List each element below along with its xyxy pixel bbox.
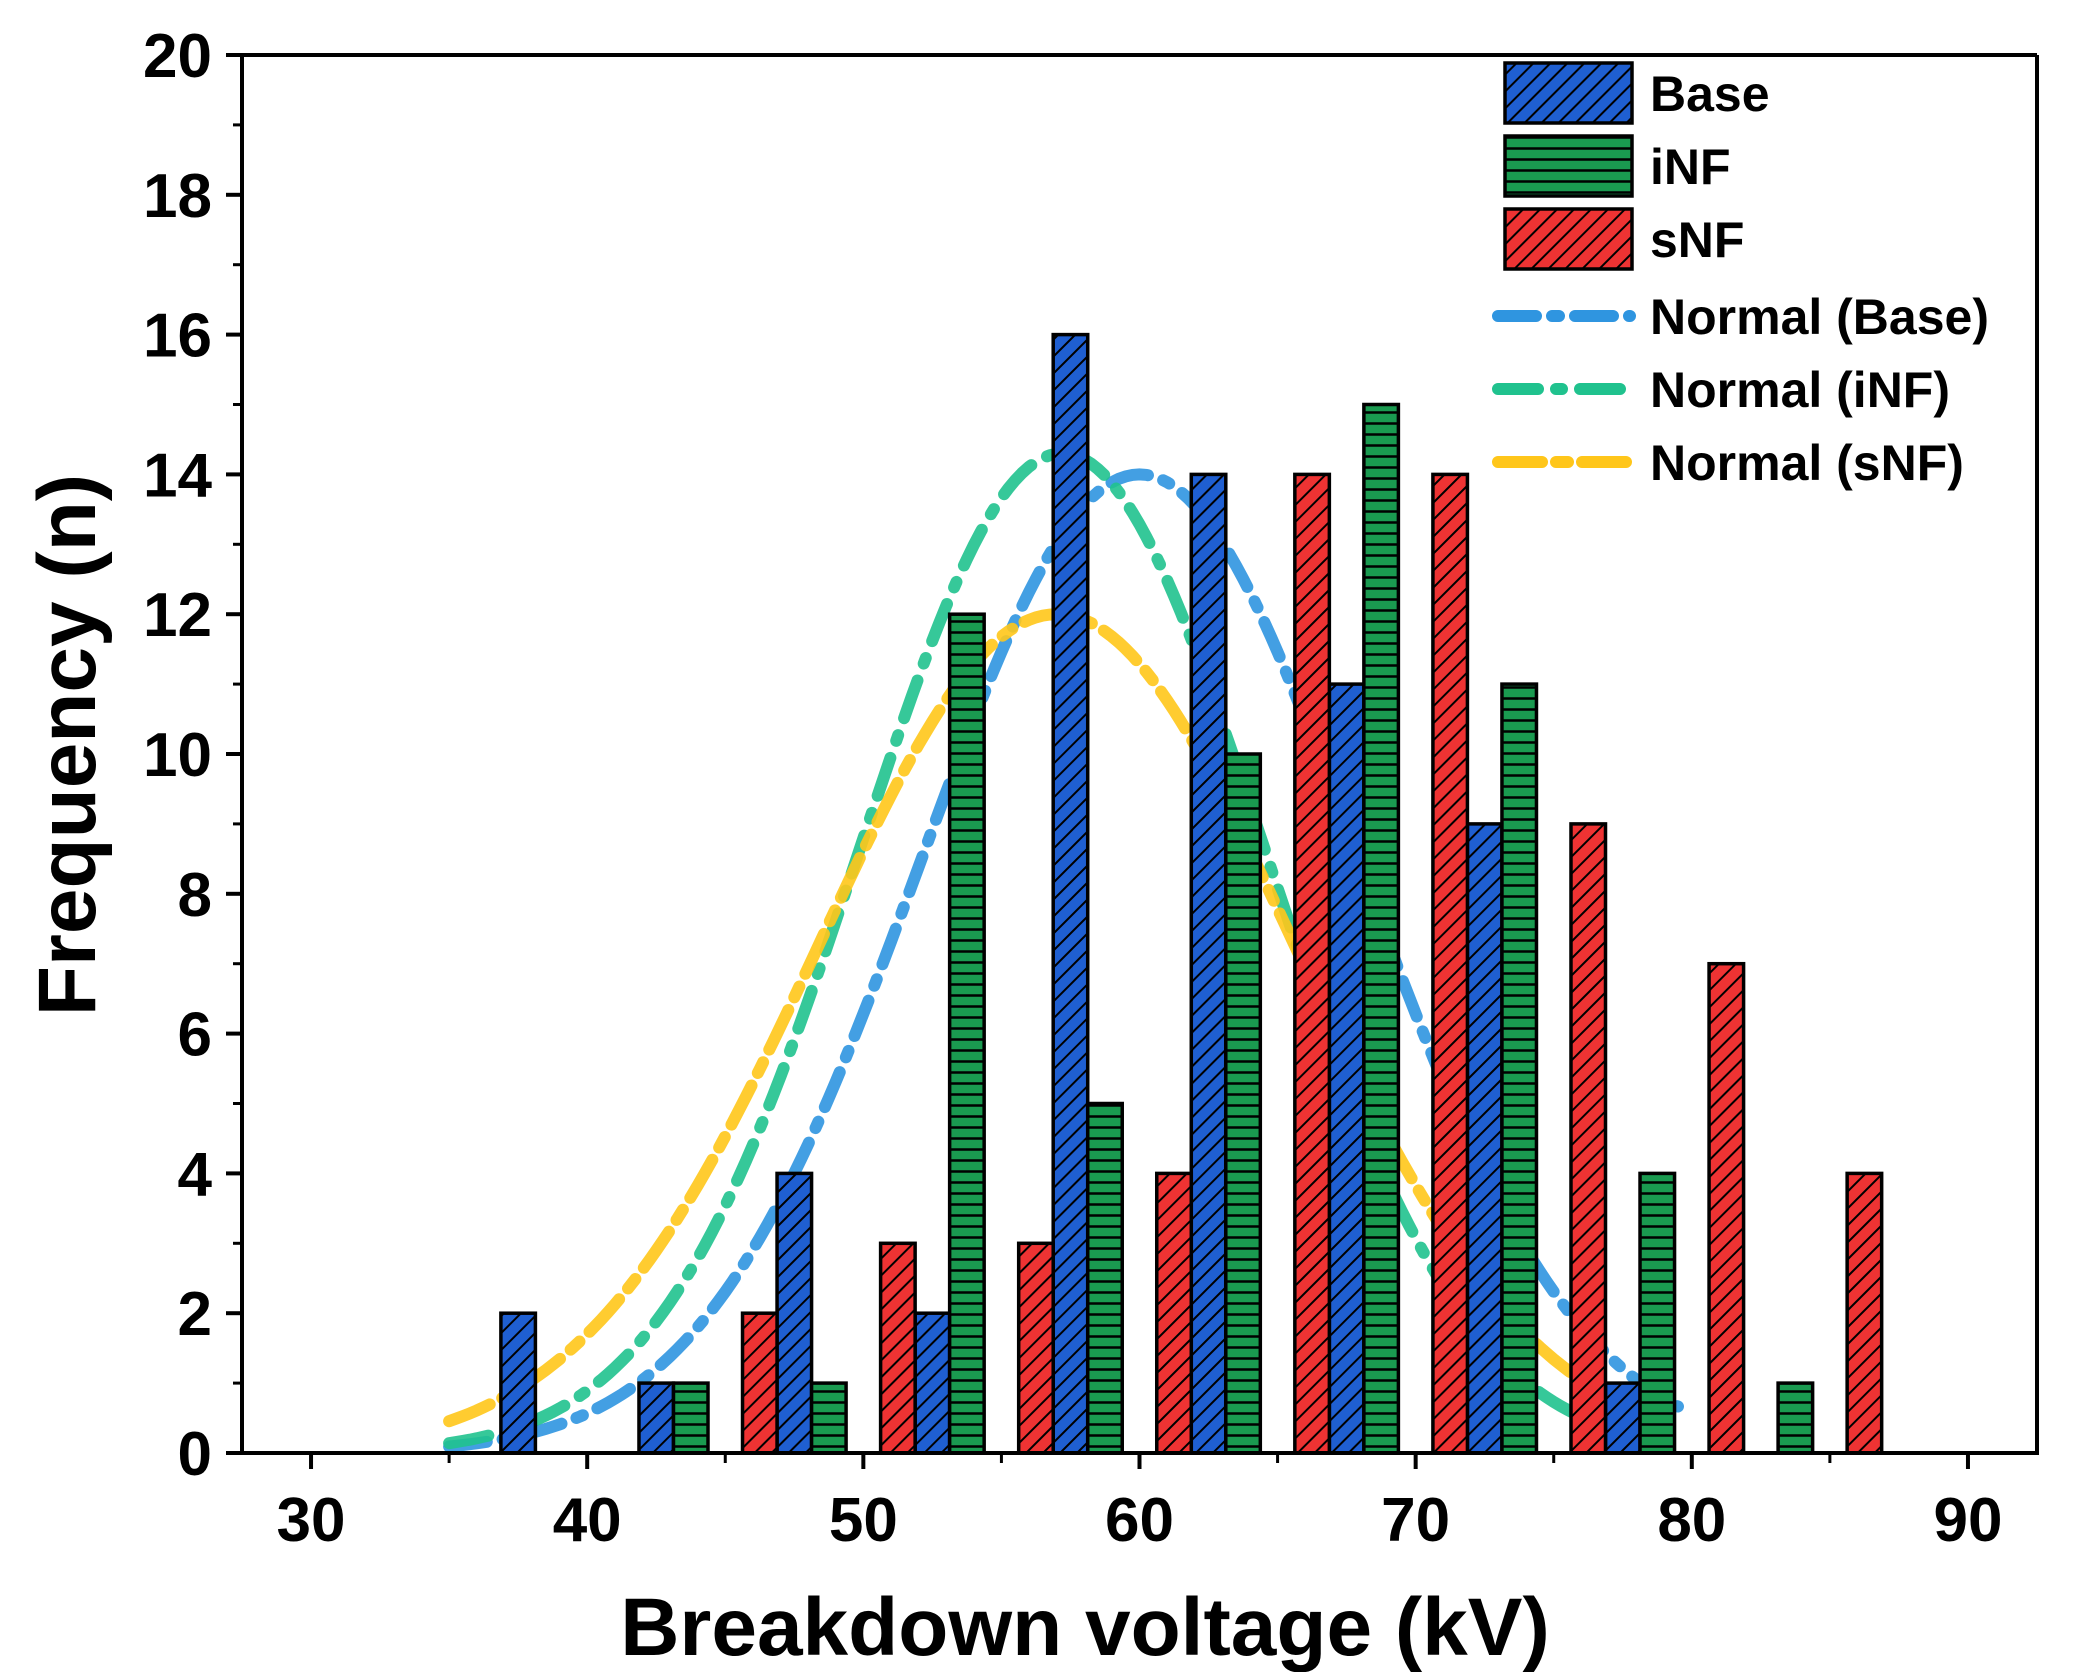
bar-snf — [1016, 1241, 1055, 1455]
y-tick-label: 14 — [143, 441, 212, 510]
y-tick-label: 20 — [143, 22, 212, 91]
legend-label-normal-2: Normal (iNF) — [1650, 362, 1950, 418]
bar-snf — [1293, 472, 1332, 1455]
histogram-bars — [499, 332, 1884, 1455]
bar-base — [1327, 682, 1366, 1455]
x-tick-label: 50 — [829, 1486, 898, 1555]
bar-inf — [809, 1381, 848, 1455]
bar-base — [913, 1311, 952, 1455]
bar-inf — [1500, 682, 1539, 1455]
y-tick-label: 4 — [178, 1140, 213, 1209]
x-tick-label: 60 — [1105, 1486, 1174, 1555]
bar-snf — [1707, 961, 1746, 1455]
bar-base — [1189, 472, 1228, 1455]
legend-swatch-inf — [1503, 134, 1634, 198]
bar-base — [775, 1171, 814, 1455]
legend-label-inf: iNF — [1650, 139, 1731, 195]
bar-base — [1603, 1381, 1642, 1455]
axes: 0 2 4 6 8 10 12 14 16 18 20 30 40 50 60 70 80 90 — [143, 22, 2039, 1555]
y-tick-label: 16 — [143, 302, 212, 371]
bar-snf — [878, 1241, 917, 1455]
legend: Base iNF sNF Normal (Base) Normal (iNF) Norma… — [1492, 61, 1989, 491]
bar-snf — [740, 1311, 779, 1455]
bar-inf — [1362, 402, 1401, 1455]
y-tick-label: 18 — [143, 162, 212, 231]
bar-inf — [1085, 1101, 1124, 1455]
y-tick-label: 0 — [178, 1420, 212, 1489]
x-tick-label: 30 — [277, 1486, 346, 1555]
x-axis-title: Breakdown voltage (kV) — [620, 1582, 1550, 1672]
bar-snf — [1155, 1171, 1194, 1455]
bar-inf — [1224, 752, 1263, 1455]
legend-swatch-snf — [1503, 207, 1634, 271]
x-tick-label: 40 — [553, 1486, 622, 1555]
y-tick-label: 2 — [178, 1280, 212, 1349]
x-tick-label: 80 — [1657, 1486, 1726, 1555]
x-tick-label: 90 — [1933, 1486, 2002, 1555]
bar-base — [637, 1381, 676, 1455]
bar-inf — [1638, 1171, 1677, 1455]
y-tick-label: 12 — [143, 581, 212, 650]
bar-inf — [671, 1381, 710, 1455]
legend-label-snf: sNF — [1650, 212, 1744, 268]
y-tick-label: 10 — [143, 721, 212, 790]
legend-label-normal-1: Normal (Base) — [1650, 289, 1989, 345]
bar-inf — [947, 612, 986, 1455]
bar-base — [1465, 822, 1504, 1455]
legend-label-normal-3: Normal (sNF) — [1650, 435, 1964, 491]
bar-base — [499, 1311, 538, 1455]
bar-inf — [1776, 1381, 1815, 1455]
y-axis-title: Frequency (n) — [22, 474, 113, 1016]
legend-swatch-base — [1503, 61, 1634, 125]
y-tick-label: 8 — [178, 861, 212, 930]
bar-base — [1051, 332, 1090, 1455]
y-tick-label: 6 — [178, 1001, 212, 1070]
legend-label-base: Base — [1650, 66, 1770, 122]
bar-snf — [1569, 822, 1608, 1455]
x-tick-label: 70 — [1381, 1486, 1450, 1555]
bar-snf — [1431, 472, 1470, 1455]
bar-snf — [1845, 1171, 1884, 1455]
